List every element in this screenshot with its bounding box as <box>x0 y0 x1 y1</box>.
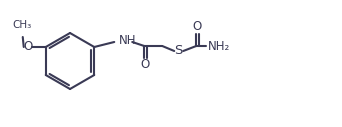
Text: S: S <box>174 44 182 58</box>
Text: O: O <box>141 59 150 72</box>
Text: NH₂: NH₂ <box>208 39 231 52</box>
Text: NH: NH <box>119 35 137 47</box>
Text: CH₃: CH₃ <box>12 20 31 30</box>
Text: O: O <box>23 41 32 53</box>
Text: O: O <box>193 20 202 34</box>
